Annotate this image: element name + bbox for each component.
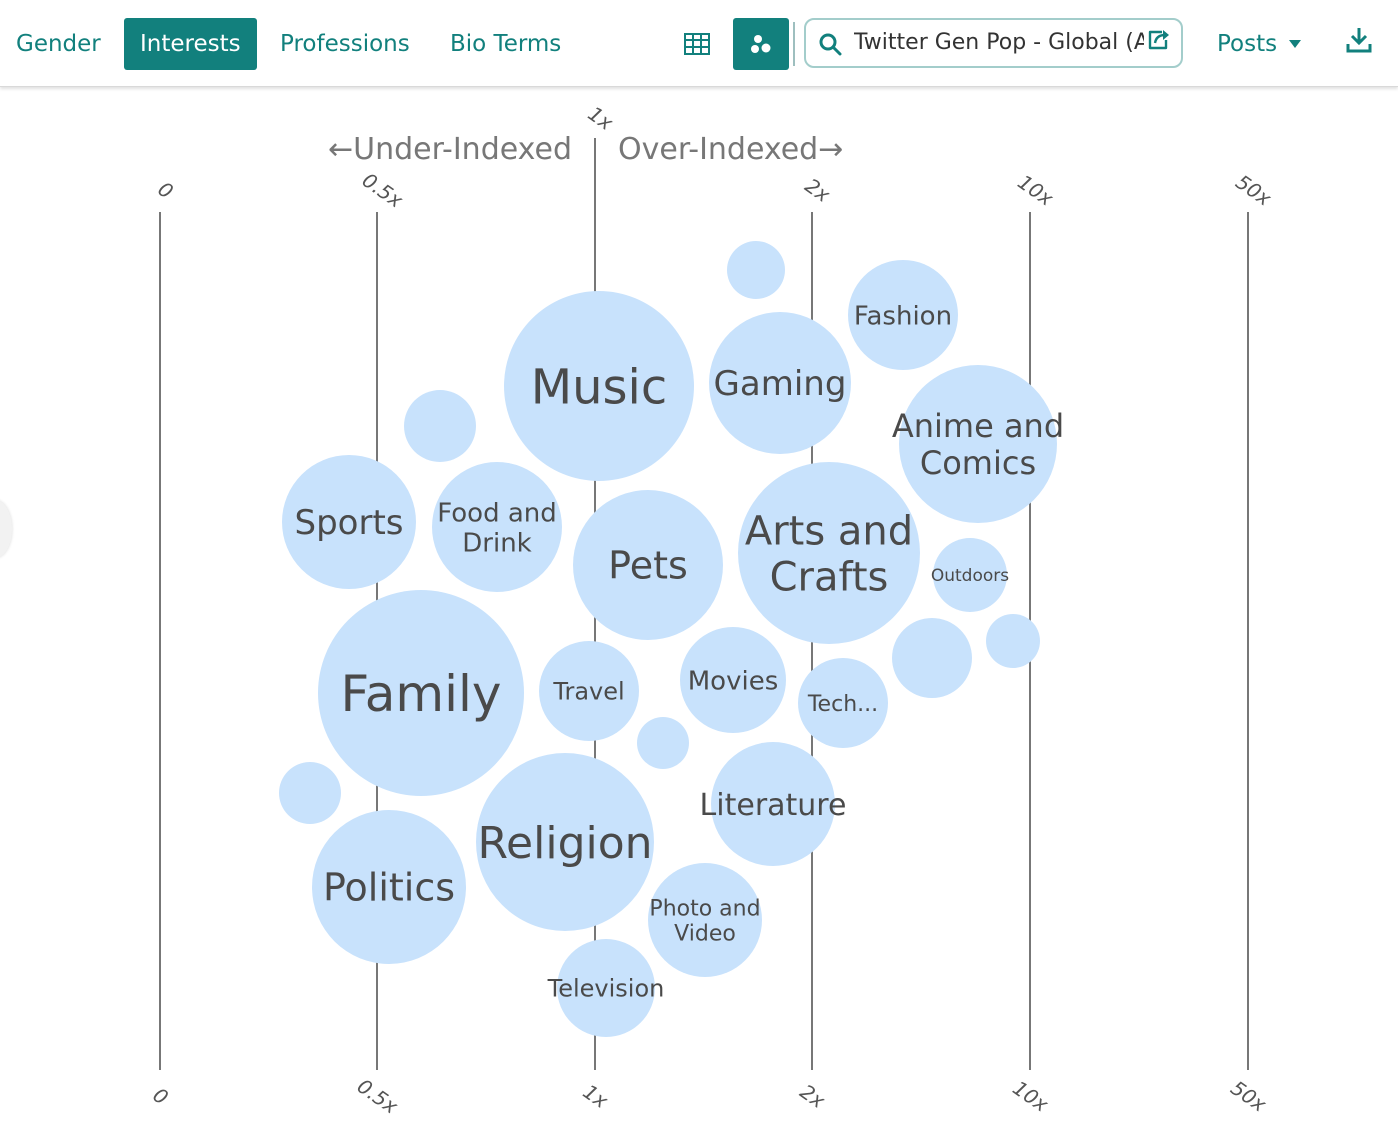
bubble-fashion[interactable]: [848, 260, 958, 370]
tab-bio-terms[interactable]: Bio Terms: [450, 31, 562, 57]
bubble-movies[interactable]: [680, 627, 786, 733]
bubble-label: Religion: [477, 818, 652, 869]
bubble-outdoors[interactable]: [933, 538, 1007, 612]
axis-bottom-tick-label: 10x: [1008, 1076, 1052, 1117]
axis-top-tick-label: 50x: [1231, 170, 1275, 211]
bubble-music[interactable]: [504, 291, 694, 481]
axis-top-tick-label: 10x: [1013, 170, 1057, 211]
bubble-label: Video: [674, 922, 736, 947]
top-toolbar: Gender Interests Professions Bio Terms T…: [0, 0, 1398, 87]
tab-interests[interactable]: Interests: [124, 18, 257, 70]
bubble-label: Family: [341, 665, 502, 723]
bubble-label: Gaming: [714, 364, 847, 404]
bubble-label: Pets: [608, 544, 688, 588]
bubble-literature[interactable]: [711, 742, 835, 866]
posts-dropdown[interactable]: Posts: [1217, 18, 1302, 70]
axis-top-tick-label: 2x: [801, 173, 835, 207]
audience-search[interactable]: Twitter Gen Pop - Global (All: [804, 18, 1183, 68]
download-button[interactable]: [1346, 26, 1372, 58]
axis-top-tick-label: 1x: [584, 101, 618, 135]
bubble-unlabeled[interactable]: [404, 390, 476, 462]
tab-gender[interactable]: Gender: [16, 31, 101, 57]
bubble-anime-and-comics[interactable]: [899, 365, 1057, 523]
download-icon: [1346, 28, 1372, 53]
axis-top-tick-label: 0.5x: [358, 168, 408, 213]
bubble-pets[interactable]: [573, 490, 723, 640]
bubble-label: Movies: [688, 666, 779, 696]
under-indexed-label: ←Under-Indexed: [328, 132, 572, 167]
bubble-sports[interactable]: [282, 455, 416, 589]
axis-bottom-tick-label: 50x: [1226, 1076, 1270, 1117]
axis-bottom-tick-label: 1x: [579, 1079, 613, 1113]
side-panel-handle[interactable]: [0, 500, 12, 558]
bubble-label: Food and: [437, 498, 557, 528]
search-icon: [819, 33, 842, 56]
bubble-food-and-drink[interactable]: [432, 462, 562, 592]
bubble-arts-and-crafts[interactable]: [738, 462, 920, 644]
bubble-label: Politics: [323, 866, 455, 910]
bubble-tech[interactable]: [798, 658, 888, 748]
bubble-label: Sports: [295, 503, 404, 543]
bubble-label: Tech...: [807, 692, 878, 717]
bubble-unlabeled[interactable]: [727, 241, 785, 299]
table-view-button[interactable]: [669, 18, 725, 70]
bubble-label: Crafts: [770, 554, 889, 600]
bubble-label: Music: [531, 359, 668, 415]
bubble-label: Comics: [920, 444, 1036, 482]
bubbles-icon: [751, 35, 771, 53]
axis-bottom-tick-label: 0: [148, 1083, 172, 1110]
bubble-family[interactable]: [318, 590, 524, 796]
bubble-label: Television: [547, 975, 665, 1003]
bubble-religion[interactable]: [476, 753, 654, 931]
bubble-label: Literature: [700, 788, 847, 823]
audience-search-value[interactable]: Twitter Gen Pop - Global (All: [854, 30, 1144, 55]
bubble-label: Anime and: [892, 407, 1064, 445]
bubble-label: Travel: [552, 678, 624, 706]
bubble-label: Outdoors: [931, 566, 1009, 586]
bubble-unlabeled[interactable]: [986, 614, 1040, 668]
axis-bottom-tick-label: 0.5x: [353, 1074, 403, 1119]
share-icon[interactable]: [1146, 28, 1172, 52]
posts-label: Posts: [1217, 31, 1278, 57]
toolbar-divider: [793, 22, 795, 66]
bubble-unlabeled[interactable]: [637, 717, 689, 769]
axis-top-tick-label: 0: [153, 177, 177, 204]
table-icon: [684, 33, 710, 55]
bubble-label: Drink: [462, 528, 531, 558]
caret-down-icon: [1289, 40, 1302, 48]
axis-bottom-tick-label: 2x: [796, 1079, 830, 1113]
bubble-label: Fashion: [854, 301, 952, 331]
bubble-politics[interactable]: [312, 810, 466, 964]
over-indexed-label: Over-Indexed→: [618, 132, 843, 167]
bubble-travel[interactable]: [539, 641, 639, 741]
bubble-television[interactable]: [557, 939, 655, 1037]
bubble-gaming[interactable]: [709, 312, 851, 454]
bubble-label: Arts and: [745, 508, 913, 554]
bubble-view-button[interactable]: [733, 18, 789, 70]
bubble-label: Photo and: [649, 896, 760, 921]
bubble-photo-and-video[interactable]: [648, 863, 762, 977]
bubble-unlabeled[interactable]: [279, 762, 341, 824]
tab-professions[interactable]: Professions: [280, 31, 410, 57]
bubble-unlabeled[interactable]: [892, 618, 972, 698]
bubble-chart: 0 0 0.5x 0.5x 1x 1x 2x 2x 10x 10x 50x 50x ←Under-Ind…: [148, 101, 1275, 1119]
